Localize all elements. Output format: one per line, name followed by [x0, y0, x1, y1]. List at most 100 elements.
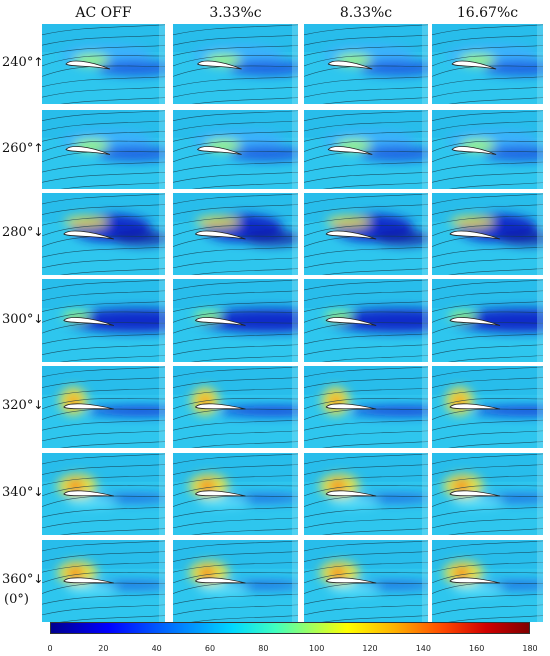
- colorbar-tick: 20: [98, 644, 109, 653]
- flow-panel: [432, 279, 543, 362]
- colorbar-tick: 140: [415, 644, 431, 653]
- row-label: 280°↓: [2, 224, 44, 241]
- flow-panel: [304, 279, 428, 362]
- velocity-contour: [173, 193, 298, 275]
- flow-panel: [42, 540, 165, 622]
- airfoil: [63, 317, 114, 326]
- angle-label: 340°: [2, 485, 34, 500]
- colorbar-tick: 180: [522, 644, 538, 653]
- airfoil: [451, 146, 497, 155]
- velocity-contour: [173, 366, 298, 448]
- airfoil: [449, 577, 501, 584]
- flow-panel: [173, 110, 298, 189]
- flow-panel: [432, 366, 543, 448]
- column-header: AC OFF: [75, 5, 132, 21]
- colorbar-tick: 0: [47, 644, 53, 653]
- angle-label: 300°: [2, 311, 34, 327]
- row-label: 360°↓ (0°): [2, 571, 44, 608]
- flow-panel: [432, 453, 543, 535]
- velocity-contour: [304, 453, 428, 535]
- flow-panel: [304, 453, 428, 535]
- flow-panel: [432, 193, 543, 275]
- flow-panel: [173, 279, 298, 362]
- flow-panel: [173, 540, 298, 622]
- airfoil: [63, 403, 114, 410]
- arrow-up-icon: ↑: [33, 140, 44, 155]
- arrow-down-icon: ↓: [33, 485, 44, 499]
- flow-panel: [304, 366, 428, 448]
- velocity-contour: [432, 110, 543, 189]
- velocity-contour: [42, 279, 165, 362]
- airfoil: [327, 60, 373, 70]
- airfoil: [327, 146, 373, 155]
- airfoil: [63, 490, 114, 497]
- colorbar-tick: 160: [469, 644, 485, 653]
- angle-label: 260°: [2, 140, 34, 156]
- airfoil: [449, 403, 501, 410]
- velocity-contour: [42, 453, 165, 535]
- velocity-contour: [304, 193, 428, 275]
- velocity-contour: [173, 453, 298, 535]
- arrow-down-icon: ↓: [33, 398, 44, 412]
- velocity-contour: [173, 24, 298, 104]
- angle-label: 280°: [2, 225, 34, 240]
- flow-panel: [173, 24, 298, 104]
- colorbar-tick: 80: [258, 644, 269, 653]
- airfoil: [194, 403, 246, 410]
- velocity-contour: [304, 366, 428, 448]
- row-label: 320°↓: [2, 397, 44, 414]
- column-header: 3.33%c: [209, 5, 262, 21]
- flow-panel: [42, 193, 165, 275]
- angle-label: 320°: [2, 398, 34, 413]
- airfoil: [65, 146, 111, 155]
- arrow-down-icon: ↓: [33, 311, 44, 326]
- colorbar-gradient: [50, 622, 530, 634]
- colorbar: 0 20 40 60 80 100 120 140 160 180: [47, 622, 538, 653]
- row-label: 240°↑: [2, 54, 43, 71]
- flow-panel: [42, 110, 165, 189]
- angle-label: 240°: [2, 55, 34, 70]
- airfoil: [63, 230, 114, 240]
- velocity-contour: [173, 110, 298, 189]
- airfoil: [449, 490, 501, 497]
- airfoil: [451, 60, 497, 70]
- airfoil: [449, 317, 501, 326]
- velocity-contour: [42, 366, 165, 448]
- flow-panel: [173, 193, 298, 275]
- velocity-contour: [304, 279, 428, 362]
- airfoil: [65, 60, 111, 70]
- flow-panel: [42, 453, 165, 535]
- airfoil: [197, 60, 242, 70]
- column-header: 16.67%c: [456, 5, 519, 21]
- arrow-down-icon: ↓: [33, 572, 44, 586]
- colorbar-tick: 40: [151, 644, 162, 653]
- airfoil: [325, 403, 377, 410]
- airfoil: [194, 230, 246, 240]
- airfoil: [194, 577, 246, 584]
- airfoil: [325, 230, 377, 240]
- colorbar-tick: 100: [309, 644, 325, 653]
- flow-panel: [432, 24, 543, 104]
- airfoil: [325, 577, 377, 584]
- arrow-down-icon: ↓: [33, 225, 44, 239]
- airfoil: [194, 317, 246, 326]
- airfoil: [197, 146, 242, 155]
- velocity-contour: [173, 279, 298, 362]
- velocity-contour: [432, 193, 543, 275]
- flow-panel: [304, 540, 428, 622]
- angle-label: 360°: [2, 572, 34, 587]
- angle-sublabel: (0°): [4, 592, 29, 607]
- velocity-contour: [42, 193, 165, 275]
- flow-panel: [42, 279, 165, 362]
- flow-panel: [432, 540, 543, 622]
- flow-panel: [304, 193, 428, 275]
- velocity-contour: [173, 540, 298, 622]
- flow-panel: [432, 110, 543, 189]
- airfoil: [194, 490, 246, 497]
- velocity-contour: [432, 453, 543, 535]
- colorbar-tick: 120: [362, 644, 378, 653]
- row-label: 340°↓: [2, 484, 44, 501]
- velocity-contour: [432, 279, 543, 362]
- flow-panel: [173, 453, 298, 535]
- airfoil: [325, 317, 377, 326]
